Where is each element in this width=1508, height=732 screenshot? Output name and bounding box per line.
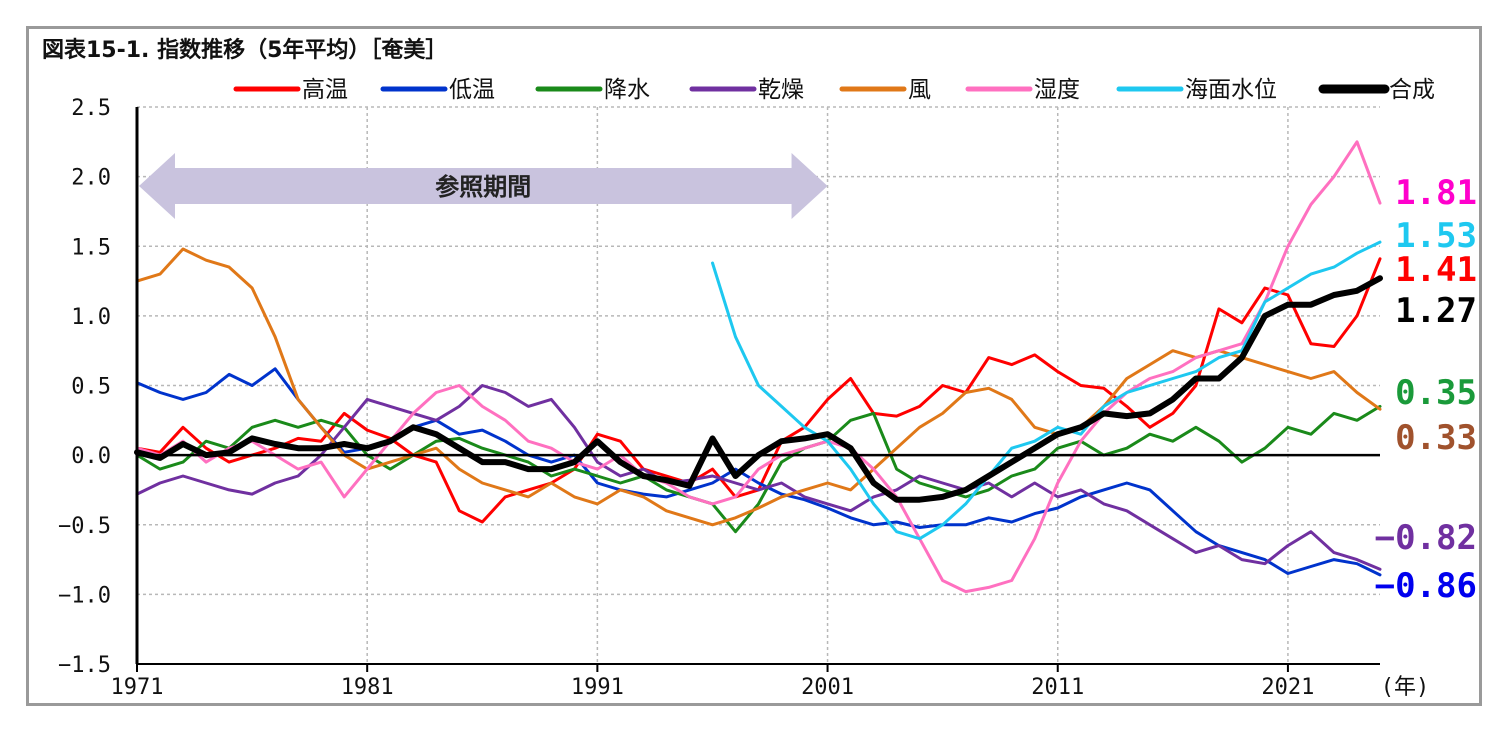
legend-label: 乾燥 xyxy=(758,77,804,103)
legend-label: 低温 xyxy=(449,77,495,103)
end-value-label: 1.27 xyxy=(1395,291,1477,331)
y-tick-label: 0.5 xyxy=(71,375,111,400)
x-tick-label: 1971 xyxy=(111,675,164,700)
end-value-label: 1.53 xyxy=(1395,216,1477,256)
x-tick-label: 2001 xyxy=(801,675,854,700)
legend-label: 風 xyxy=(908,77,931,103)
series-line xyxy=(135,384,1382,571)
y-tick-label: 2.5 xyxy=(71,96,111,121)
reference-period-label: 参照期間 xyxy=(435,173,531,201)
legend-label: 合成 xyxy=(1389,77,1435,103)
axes xyxy=(135,107,1380,672)
end-value-labels: 1.41 −0.86 0.35 −0.82 0.33 1.811.53 1.27 xyxy=(1375,173,1477,606)
reference-period-arrow-shape xyxy=(139,153,828,219)
series-line xyxy=(135,140,1382,594)
legend: 高温 低温 降水 乾燥 風 湿度 海面水位 合成 xyxy=(233,77,1435,103)
x-tick-label: 1991 xyxy=(571,675,624,700)
y-tick-label: 1.5 xyxy=(71,235,111,260)
reference-period-arrow: 参照期間 xyxy=(139,153,828,219)
end-value-label: 1.81 xyxy=(1395,173,1477,213)
series-line xyxy=(135,367,1382,577)
y-tick-label: −0.5 xyxy=(58,514,111,539)
y-tick-label: 0.0 xyxy=(71,444,111,469)
y-tick-label: −1.5 xyxy=(58,653,111,678)
y-tick-label: −1.0 xyxy=(58,583,111,608)
x-tick-label: 2011 xyxy=(1031,675,1084,700)
y-tick-label: 2.0 xyxy=(71,166,111,191)
legend-label: 降水 xyxy=(604,77,650,103)
x-tick-label: 2021 xyxy=(1261,675,1314,700)
legend-label: 海面水位 xyxy=(1185,77,1277,103)
chart-frame xyxy=(26,26,1482,706)
end-value-label: −0.82 xyxy=(1375,518,1477,558)
legend-label: 高温 xyxy=(302,77,348,103)
series-line xyxy=(711,240,1382,541)
end-value-label: 0.35 xyxy=(1395,373,1477,413)
legend-label: 湿度 xyxy=(1034,77,1080,103)
x-tick-label: 1981 xyxy=(341,675,394,700)
end-value-label: −0.86 xyxy=(1375,566,1477,606)
y-tick-label: 1.0 xyxy=(71,305,111,330)
end-value-label: 0.33 xyxy=(1395,418,1477,458)
x-axis-label: (年) xyxy=(1381,675,1430,700)
end-value-label: 1.41 xyxy=(1395,250,1477,290)
chart-title: 図表15-1. 指数推移（5年平均）［奄美］ xyxy=(42,38,448,63)
